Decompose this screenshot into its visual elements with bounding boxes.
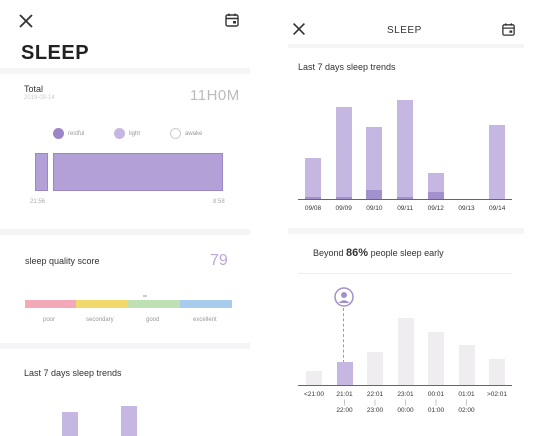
sleep-segment xyxy=(53,153,223,191)
trend-bar xyxy=(397,99,414,199)
total-label: Total xyxy=(24,84,44,94)
distribution-label: <21:00 xyxy=(303,391,325,398)
left-panel: SLEEP Total 2019-09-14 11H0M restful lig… xyxy=(0,0,250,436)
score-level-label: secondary xyxy=(86,317,114,323)
trend-date-label: 09/12 xyxy=(427,205,444,212)
user-avatar-marker xyxy=(334,287,354,307)
score-label: sleep quality score xyxy=(25,256,100,266)
score-bar-excellent xyxy=(180,300,232,308)
trend-bar-deep xyxy=(366,189,383,199)
light-dot xyxy=(114,128,125,139)
score-bar-poor xyxy=(25,300,76,308)
distribution-axis xyxy=(298,385,512,386)
page-title: SLEEP xyxy=(21,42,90,64)
distribution-label: 22:01 | 23:00 xyxy=(366,391,384,414)
distribution-label: 21:01 | 22:00 xyxy=(336,391,353,414)
beyond-text: Beyond 86% people sleep early xyxy=(313,247,444,259)
distribution-bar xyxy=(428,332,444,385)
trend-bar xyxy=(335,107,352,199)
trend-date-label: 09/13 xyxy=(458,205,475,212)
total-value: 11H0M xyxy=(190,87,240,104)
restful-dot xyxy=(53,128,64,139)
legend-label: awake xyxy=(185,130,203,137)
trend-bar xyxy=(305,157,321,199)
beyond-suffix: people sleep early xyxy=(370,248,444,258)
trends-title: Last 7 days sleep trends xyxy=(24,368,122,378)
legend-item-awake: awake xyxy=(170,128,202,139)
distribution-label: >02:01 xyxy=(486,391,508,398)
page-title: SLEEP xyxy=(387,25,422,36)
trend-bar-deep xyxy=(335,197,352,199)
trend-bar xyxy=(121,406,137,436)
distribution-bar xyxy=(458,345,475,385)
divider xyxy=(298,273,512,274)
score-marker xyxy=(143,295,147,297)
score-level-label: excellent xyxy=(193,317,217,323)
score-bar-secondary xyxy=(76,300,128,308)
trend-axis xyxy=(298,199,512,200)
divider xyxy=(288,44,524,48)
divider xyxy=(0,68,250,74)
beyond-percent: 86% xyxy=(346,247,369,259)
trend-date-label: 09/09 xyxy=(335,205,352,212)
legend-item-restful: restful xyxy=(53,128,84,139)
beyond-prefix: Beyond xyxy=(313,248,344,258)
divider xyxy=(0,229,250,235)
avatar-dashed-line xyxy=(343,308,344,363)
calendar-icon[interactable] xyxy=(501,22,516,37)
trend-date-label: 09/14 xyxy=(489,205,506,212)
score-level-label: good xyxy=(146,317,160,323)
close-icon[interactable] xyxy=(290,20,308,38)
trend-bar xyxy=(489,125,506,199)
distribution-bar xyxy=(397,317,414,385)
distribution-bar xyxy=(367,351,383,385)
distribution-label: 23:01 | 00:00 xyxy=(397,391,414,414)
distribution-label: 01:01 | 02:00 xyxy=(458,391,475,414)
trend-bar xyxy=(366,127,383,199)
score-bar-good xyxy=(128,300,180,308)
calendar-icon[interactable] xyxy=(224,12,240,28)
trend-bar-deep xyxy=(427,191,444,199)
sleep-segment xyxy=(35,153,48,191)
trends-title: Last 7 days sleep trends xyxy=(298,62,396,72)
divider xyxy=(288,228,524,234)
total-date: 2019-09-14 xyxy=(24,95,55,101)
close-icon[interactable] xyxy=(16,11,36,31)
score-value: 79 xyxy=(210,252,228,269)
trend-date-label: 09/11 xyxy=(397,205,413,212)
distribution-bar xyxy=(489,358,505,385)
legend-label: light xyxy=(129,130,141,137)
trend-bar-deep xyxy=(397,197,414,199)
distribution-bar xyxy=(306,371,322,385)
divider xyxy=(0,343,250,349)
trend-date-label: 09/08 xyxy=(304,205,322,212)
sleep-start-time: 21:56 xyxy=(30,199,46,205)
trend-bar xyxy=(62,412,78,436)
right-panel: SLEEP Last 7 days sleep trends Beyond 86… xyxy=(276,0,536,436)
distribution-bar xyxy=(336,362,353,385)
trend-bar xyxy=(427,173,444,199)
trend-bar-deep xyxy=(305,197,321,199)
score-level-label: poor xyxy=(43,317,56,323)
legend-item-light: light xyxy=(114,128,140,139)
sleep-end-time: 8:58 xyxy=(213,199,225,205)
legend-label: restful xyxy=(68,130,85,137)
trend-date-label: 09/10 xyxy=(366,205,383,212)
awake-dot xyxy=(170,128,181,139)
distribution-label: 00:01 | 01:00 xyxy=(427,391,445,414)
